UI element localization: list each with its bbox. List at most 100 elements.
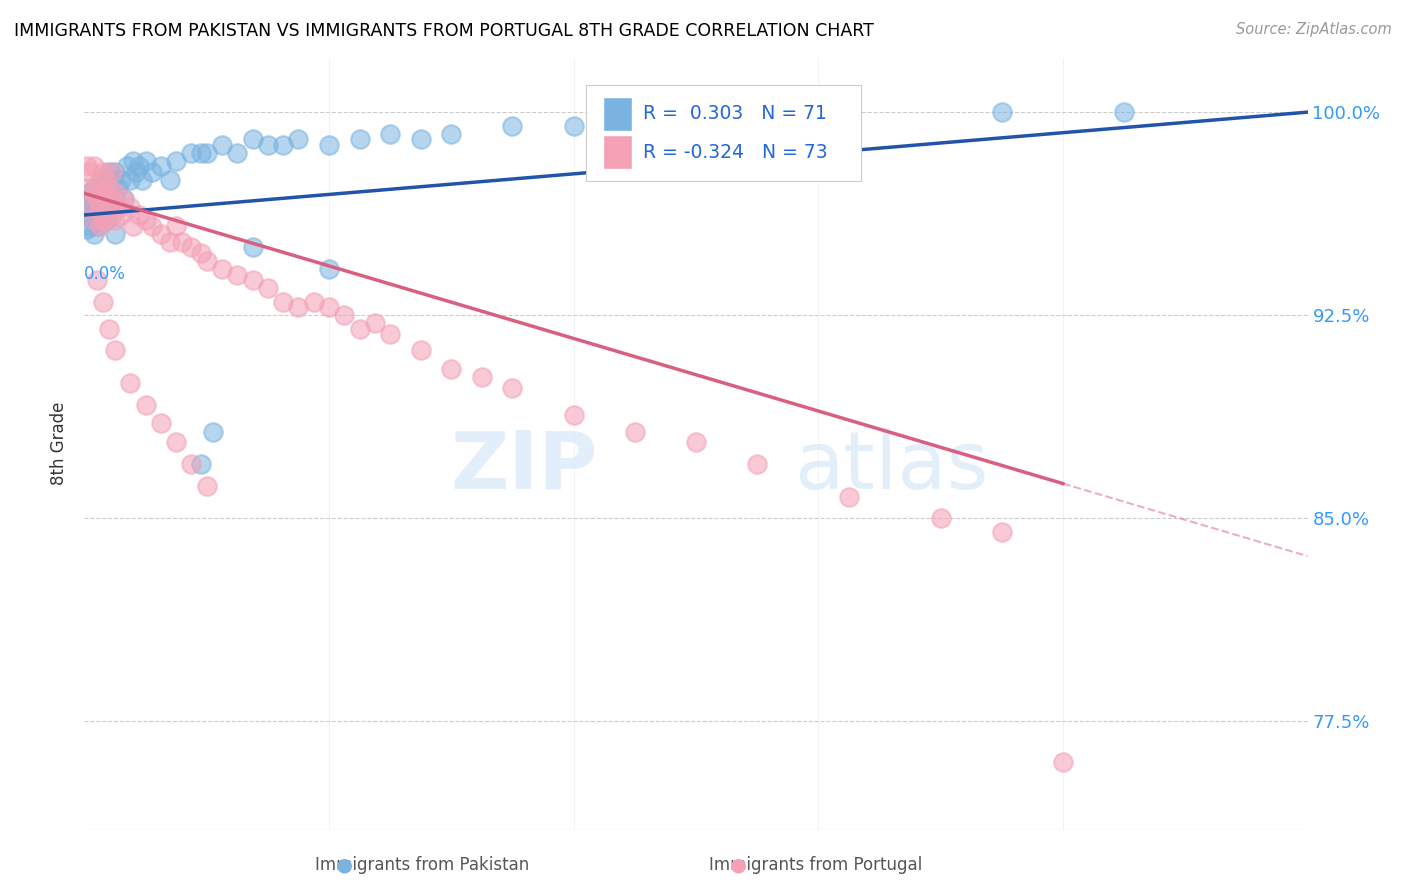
Point <box>991 524 1014 539</box>
Point <box>271 137 294 152</box>
Point <box>149 159 172 173</box>
Point <box>83 181 105 195</box>
Text: R =  0.303   N = 71: R = 0.303 N = 71 <box>644 104 827 123</box>
Point <box>287 132 309 146</box>
Point <box>86 219 108 233</box>
Point <box>91 164 114 178</box>
Point <box>409 343 432 358</box>
Point <box>180 145 202 160</box>
Point <box>349 132 371 146</box>
Point <box>211 262 233 277</box>
Point <box>685 111 707 125</box>
FancyBboxPatch shape <box>603 135 633 169</box>
Point <box>112 192 135 206</box>
Text: ●: ● <box>730 855 747 875</box>
Point <box>333 308 356 322</box>
Point <box>364 316 387 330</box>
Point <box>380 327 402 342</box>
Point <box>83 213 105 227</box>
Point <box>86 200 108 214</box>
Point <box>83 213 105 227</box>
Point <box>302 294 325 309</box>
Point <box>195 254 218 268</box>
Point <box>131 173 153 187</box>
Point <box>97 200 120 214</box>
Point <box>502 119 524 133</box>
Point <box>89 192 111 206</box>
Point <box>86 273 108 287</box>
Text: R = -0.324   N = 73: R = -0.324 N = 73 <box>644 143 828 161</box>
Point <box>76 159 98 173</box>
Point <box>838 111 860 125</box>
Point <box>94 213 117 227</box>
Point <box>165 435 187 450</box>
Point <box>929 511 952 525</box>
Point <box>159 235 181 249</box>
Point <box>76 192 98 206</box>
Point <box>125 164 148 178</box>
Point <box>624 425 647 439</box>
Point <box>104 192 127 206</box>
Point <box>172 235 194 249</box>
Point <box>79 186 101 201</box>
Point <box>97 322 120 336</box>
FancyBboxPatch shape <box>586 85 860 181</box>
Point <box>89 200 111 214</box>
Point <box>101 208 124 222</box>
Point <box>562 119 585 133</box>
Point <box>97 181 120 195</box>
Point <box>271 294 294 309</box>
Point <box>86 186 108 201</box>
Point <box>747 105 769 120</box>
Point <box>110 173 132 187</box>
Point <box>79 219 101 233</box>
Point <box>226 145 249 160</box>
Point <box>190 145 212 160</box>
Point <box>149 417 172 431</box>
Point <box>257 281 280 295</box>
Point <box>128 159 150 173</box>
Text: IMMIGRANTS FROM PAKISTAN VS IMMIGRANTS FROM PORTUGAL 8TH GRADE CORRELATION CHART: IMMIGRANTS FROM PAKISTAN VS IMMIGRANTS F… <box>14 22 875 40</box>
Point <box>149 227 172 241</box>
Text: ZIP: ZIP <box>451 428 598 506</box>
Point <box>141 164 163 178</box>
Point <box>89 181 111 195</box>
Point <box>101 173 124 187</box>
Point <box>195 145 218 160</box>
Point <box>226 268 249 282</box>
Point <box>349 322 371 336</box>
Point <box>190 246 212 260</box>
Text: Source: ZipAtlas.com: Source: ZipAtlas.com <box>1236 22 1392 37</box>
Point <box>747 457 769 471</box>
Point <box>195 479 218 493</box>
Point <box>94 192 117 206</box>
Point <box>86 181 108 195</box>
Point <box>112 192 135 206</box>
Text: Immigrants from Portugal: Immigrants from Portugal <box>709 856 922 874</box>
Point <box>135 397 157 411</box>
Point <box>287 300 309 314</box>
Point <box>107 200 129 214</box>
Point <box>107 181 129 195</box>
Y-axis label: 8th Grade: 8th Grade <box>51 402 69 485</box>
Point <box>110 208 132 222</box>
Point <box>122 219 145 233</box>
Point <box>79 164 101 178</box>
Text: Immigrants from Pakistan: Immigrants from Pakistan <box>315 856 529 874</box>
Point <box>135 213 157 227</box>
Point <box>86 192 108 206</box>
Point <box>83 227 105 241</box>
Point <box>91 208 114 222</box>
Point <box>180 240 202 254</box>
Point <box>201 425 224 439</box>
Point <box>471 370 494 384</box>
Point <box>76 181 98 195</box>
Point <box>76 208 98 222</box>
Point <box>104 164 127 178</box>
Point <box>1114 105 1136 120</box>
Point <box>94 213 117 227</box>
Point <box>120 200 142 214</box>
Text: ●: ● <box>336 855 353 875</box>
Point <box>242 132 264 146</box>
Point <box>242 240 264 254</box>
